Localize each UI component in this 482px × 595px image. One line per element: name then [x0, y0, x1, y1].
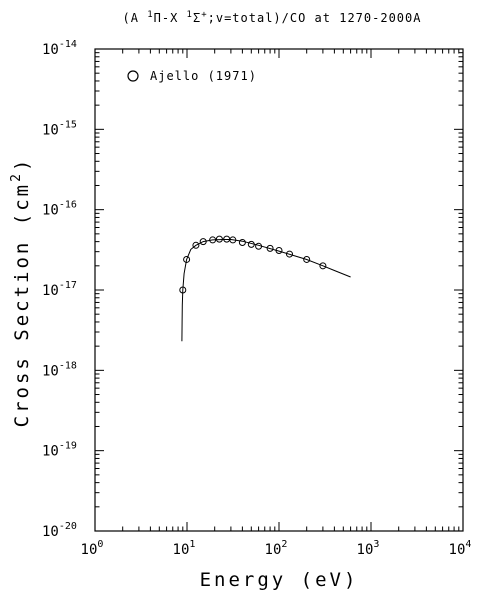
title-sup-2: 1 [187, 10, 193, 20]
title-part-2: Π-X [154, 11, 187, 25]
y-axis-label-main: Cross Section (cm [11, 182, 33, 427]
y-tick-label: 10-17 [42, 280, 77, 299]
data-point [266, 244, 274, 252]
data-point [215, 235, 223, 243]
chart-title: (A 1Π-X 1Σ+;v=total)/CO at 1270-2000A [123, 10, 422, 25]
data-point [255, 242, 263, 250]
x-tick-labels: 100 101 102 103 104 [81, 539, 472, 558]
data-point [319, 262, 327, 270]
x-tick-label: 104 [449, 539, 472, 558]
x-tick-label: 101 [173, 539, 196, 558]
x-tick-label: 100 [81, 539, 104, 558]
x-tick-label: 103 [357, 539, 380, 558]
data-point [199, 238, 207, 246]
legend-marker-icon [127, 70, 139, 82]
title-part-1: (A [123, 11, 148, 25]
y-axis-label: Cross Section (cm2) [9, 157, 33, 428]
y-tick-label: 10-18 [42, 360, 77, 379]
x-axis-label: Energy (eV) [200, 569, 359, 591]
data-point [238, 239, 246, 247]
data-point [247, 240, 255, 248]
x-tick-label: 102 [265, 539, 288, 558]
series-line [181, 239, 351, 342]
data-point [192, 241, 200, 249]
legend-label: Ajello (1971) [150, 69, 257, 83]
y-axis-label-close: ) [11, 157, 33, 171]
axis-ticks [95, 49, 463, 531]
series-points [179, 235, 327, 294]
y-tick-label: 10-19 [42, 441, 77, 460]
legend: Ajello (1971) [127, 69, 257, 83]
y-tick-labels: 10-20 10-19 10-18 10-17 10-16 10-15 10-14 [42, 39, 77, 540]
y-tick-label: 10-14 [42, 39, 77, 58]
y-axis-label-sup: 2 [9, 171, 24, 182]
y-tick-label: 10-15 [42, 119, 77, 138]
data-point [209, 236, 217, 244]
y-tick-label: 10-20 [42, 521, 77, 540]
title-part-3: Σ [193, 11, 201, 25]
y-tick-label: 10-16 [42, 200, 77, 219]
data-point [303, 255, 311, 263]
data-point [229, 236, 237, 244]
data-point [183, 255, 191, 263]
title-part-4: ;v=total)/CO at 1270-2000A [208, 11, 422, 25]
title-sup-1: 1 [147, 10, 153, 20]
data-point [275, 247, 283, 255]
title-sup-3: + [201, 10, 207, 20]
data-point [285, 250, 293, 258]
data-point [179, 286, 187, 294]
plot-frame [94, 48, 464, 532]
